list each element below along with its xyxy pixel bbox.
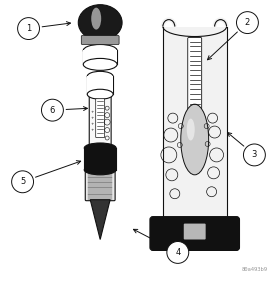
Ellipse shape — [91, 8, 101, 30]
Circle shape — [42, 99, 63, 121]
FancyBboxPatch shape — [163, 27, 227, 219]
FancyBboxPatch shape — [83, 51, 117, 64]
Ellipse shape — [78, 5, 122, 40]
Text: +: + — [90, 116, 94, 120]
Circle shape — [243, 144, 265, 166]
Ellipse shape — [87, 89, 113, 99]
Circle shape — [18, 18, 40, 40]
FancyBboxPatch shape — [87, 76, 113, 94]
Text: 4: 4 — [175, 248, 180, 257]
Text: +: + — [90, 128, 94, 132]
FancyBboxPatch shape — [184, 224, 206, 239]
Circle shape — [12, 171, 34, 193]
FancyBboxPatch shape — [89, 95, 111, 149]
Ellipse shape — [187, 119, 195, 140]
Text: 2: 2 — [245, 18, 250, 27]
Ellipse shape — [84, 143, 116, 153]
FancyBboxPatch shape — [81, 35, 119, 44]
Ellipse shape — [181, 104, 209, 175]
Text: 6: 6 — [50, 106, 55, 115]
Text: 1: 1 — [26, 24, 31, 33]
Text: 5: 5 — [20, 177, 25, 186]
Ellipse shape — [87, 71, 113, 81]
Text: +: + — [90, 110, 94, 114]
FancyBboxPatch shape — [96, 99, 105, 137]
FancyBboxPatch shape — [84, 148, 116, 170]
Circle shape — [236, 12, 258, 33]
Ellipse shape — [84, 165, 116, 175]
Text: +: + — [90, 122, 94, 126]
FancyBboxPatch shape — [85, 167, 115, 201]
Text: 3: 3 — [252, 150, 257, 159]
Ellipse shape — [83, 44, 117, 56]
Circle shape — [167, 241, 189, 263]
Text: 80a493b9: 80a493b9 — [241, 267, 267, 272]
FancyBboxPatch shape — [188, 38, 202, 109]
FancyBboxPatch shape — [150, 217, 240, 250]
Polygon shape — [90, 200, 110, 239]
Ellipse shape — [83, 58, 117, 70]
